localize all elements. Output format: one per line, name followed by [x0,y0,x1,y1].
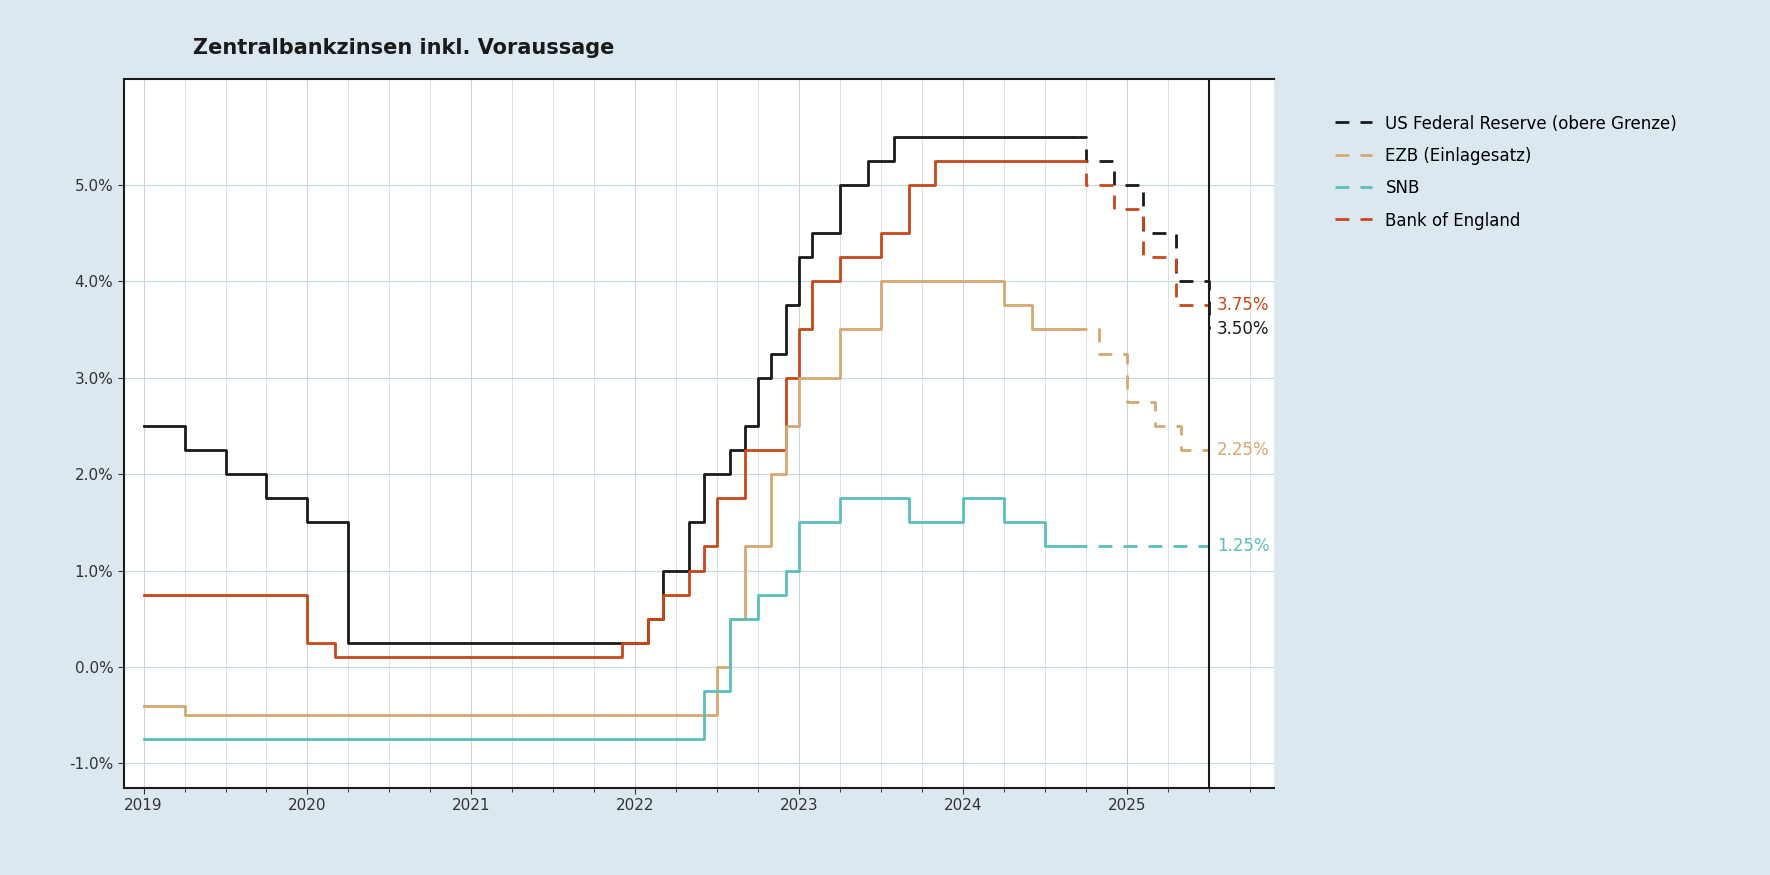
Text: 2.25%: 2.25% [1218,441,1269,459]
Text: 3.75%: 3.75% [1218,297,1269,314]
Text: Zentralbankzinsen inkl. Voraussage: Zentralbankzinsen inkl. Voraussage [193,38,614,58]
Text: 3.50%: 3.50% [1218,320,1269,339]
Text: 1.25%: 1.25% [1218,537,1269,556]
Legend: US Federal Reserve (obere Grenze), EZB (Einlagesatz), SNB, Bank of England: US Federal Reserve (obere Grenze), EZB (… [1329,108,1683,236]
